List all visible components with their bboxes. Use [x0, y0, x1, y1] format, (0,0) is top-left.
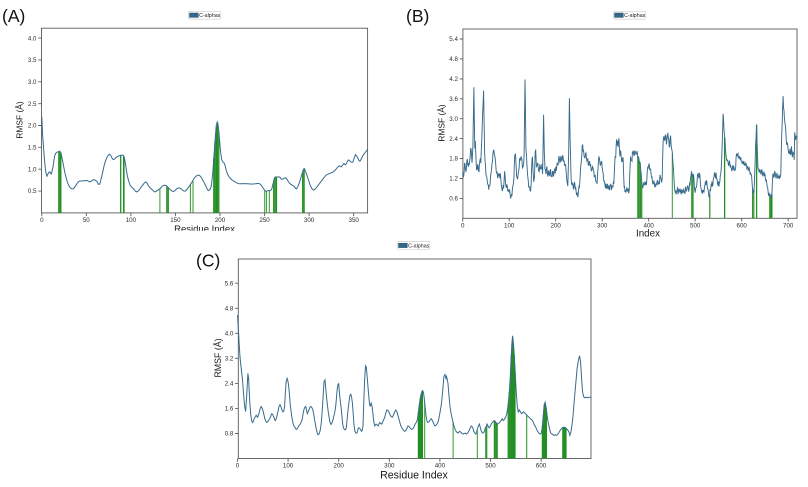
svg-text:1.0: 1.0	[28, 166, 37, 173]
svg-text:300: 300	[304, 217, 315, 224]
svg-text:400: 400	[644, 222, 655, 229]
svg-text:0: 0	[236, 463, 240, 470]
svg-text:2.5: 2.5	[28, 101, 37, 108]
svg-text:350: 350	[349, 217, 360, 224]
svg-text:0.5: 0.5	[28, 188, 37, 195]
svg-text:RMSF (Å): RMSF (Å)	[437, 104, 447, 141]
svg-text:(B): (B)	[406, 6, 429, 26]
svg-text:100: 100	[283, 463, 294, 470]
svg-text:4.2: 4.2	[449, 76, 458, 83]
svg-text:(A): (A)	[2, 6, 25, 26]
svg-text:Residue Index: Residue Index	[380, 470, 448, 482]
svg-text:C-alphas: C-alphas	[199, 13, 221, 19]
svg-text:2.0: 2.0	[28, 123, 37, 130]
svg-text:0: 0	[40, 217, 44, 224]
svg-text:400: 400	[435, 463, 446, 470]
svg-text:150: 150	[170, 217, 181, 224]
svg-text:600: 600	[737, 222, 748, 229]
svg-text:300: 300	[384, 463, 395, 470]
svg-text:Residue Index: Residue Index	[174, 224, 235, 235]
svg-text:0.6: 0.6	[449, 196, 458, 203]
svg-text:Index: Index	[636, 228, 660, 239]
svg-text:2.4: 2.4	[225, 381, 234, 388]
svg-text:3.5: 3.5	[28, 57, 37, 64]
svg-text:4.8: 4.8	[225, 306, 234, 313]
svg-text:500: 500	[485, 463, 496, 470]
svg-text:5.6: 5.6	[225, 280, 234, 287]
svg-text:RMSF (Å): RMSF (Å)	[213, 338, 223, 377]
svg-text:RMSF (Å): RMSF (Å)	[14, 101, 24, 138]
svg-text:4.0: 4.0	[225, 331, 234, 338]
svg-text:5.4: 5.4	[449, 36, 458, 43]
svg-text:1.6: 1.6	[225, 406, 234, 413]
svg-text:(C): (C)	[196, 251, 220, 271]
svg-text:3.6: 3.6	[449, 96, 458, 103]
svg-text:100: 100	[504, 222, 515, 229]
svg-text:200: 200	[334, 463, 345, 470]
svg-text:C-alphas: C-alphas	[624, 13, 646, 19]
svg-text:200: 200	[215, 217, 226, 224]
svg-text:500: 500	[690, 222, 701, 229]
svg-text:C-alphas: C-alphas	[408, 243, 430, 249]
svg-text:3.2: 3.2	[225, 356, 234, 363]
svg-text:2.4: 2.4	[449, 136, 458, 143]
svg-text:1.8: 1.8	[449, 156, 458, 163]
svg-text:600: 600	[536, 463, 547, 470]
svg-text:1.5: 1.5	[28, 145, 37, 152]
svg-text:4.8: 4.8	[449, 56, 458, 63]
svg-text:250: 250	[259, 217, 270, 224]
svg-text:4.0: 4.0	[28, 35, 37, 42]
svg-text:300: 300	[597, 222, 608, 229]
svg-text:3.0: 3.0	[28, 79, 37, 86]
svg-text:50: 50	[83, 217, 90, 224]
svg-text:3.0: 3.0	[449, 116, 458, 123]
svg-text:0: 0	[461, 222, 465, 229]
svg-text:200: 200	[551, 222, 562, 229]
svg-text:700: 700	[783, 222, 794, 229]
svg-text:100: 100	[126, 217, 137, 224]
svg-text:0.8: 0.8	[225, 431, 234, 438]
svg-text:1.2: 1.2	[449, 176, 458, 183]
